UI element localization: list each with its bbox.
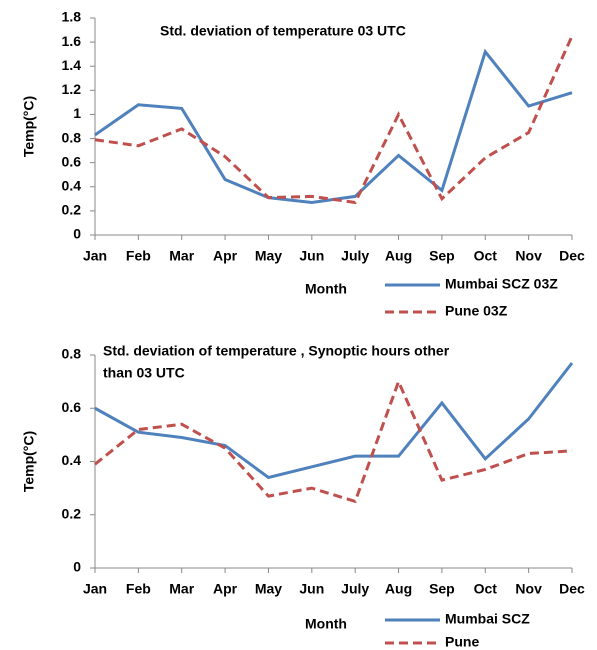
x-tick-label: Oct: [474, 248, 498, 264]
y-tick-label: 1.6: [62, 33, 82, 49]
y-tick-label: 0.4: [62, 452, 82, 468]
x-tick-label: Mar: [169, 248, 194, 264]
x-tick-label: Nov: [515, 581, 542, 597]
x-tick-label: Dec: [559, 248, 585, 264]
series-line: [94, 35, 574, 205]
x-tick-label: Aug: [385, 248, 412, 264]
chart-title: than 03 UTC: [103, 365, 185, 381]
legend-label: Pune: [445, 634, 479, 650]
legend-label: Pune 03Z: [445, 303, 508, 319]
x-tick-label: July: [341, 581, 369, 597]
x-tick-label: Oct: [474, 581, 498, 597]
x-tick-label: Jun: [299, 581, 324, 597]
x-tick-label: Mar: [169, 581, 194, 597]
chart-title: Std. deviation of temperature , Synoptic…: [103, 343, 450, 359]
y-tick-label: 0.2: [62, 505, 82, 521]
x-tick-label: Aug: [385, 581, 412, 597]
x-tick-label: Jun: [299, 248, 324, 264]
y-tick-label: 0.2: [62, 202, 82, 218]
y-axis-title: Temp(°C): [21, 431, 37, 492]
y-tick-label: 0.6: [62, 399, 82, 415]
x-tick-label: Sep: [429, 248, 455, 264]
y-tick-label: 1.4: [62, 57, 82, 73]
x-axis-title: Month: [305, 281, 347, 297]
y-tick-label: 0: [73, 226, 81, 242]
series-line: [94, 362, 574, 480]
chart-title: Std. deviation of temperature 03 UTC: [160, 23, 406, 39]
x-axis-title: Month: [305, 616, 347, 632]
y-tick-label: 0.8: [62, 129, 82, 145]
x-tick-label: Apr: [213, 581, 238, 597]
x-tick-label: Jan: [83, 581, 107, 597]
y-tick-label: 1.2: [62, 81, 82, 97]
x-tick-label: May: [255, 248, 282, 264]
x-tick-label: Apr: [213, 248, 238, 264]
y-tick-label: 0.8: [62, 346, 82, 362]
x-tick-label: Feb: [126, 581, 151, 597]
x-tick-label: Jan: [83, 248, 107, 264]
x-tick-label: Sep: [429, 581, 455, 597]
series-line: [94, 48, 573, 204]
series-line: [94, 377, 573, 504]
y-tick-label: 0.4: [62, 177, 82, 193]
legend-label: Mumbai SCZ: [445, 611, 530, 627]
legend-label: Mumbai SCZ 03Z: [445, 276, 558, 292]
x-tick-label: Dec: [559, 581, 585, 597]
y-axis-title: Temp(°C): [21, 96, 37, 157]
x-tick-label: May: [255, 581, 282, 597]
x-tick-label: July: [341, 248, 369, 264]
x-tick-label: Feb: [126, 248, 151, 264]
y-tick-label: 0.6: [62, 153, 82, 169]
x-tick-label: Nov: [515, 248, 542, 264]
y-tick-label: 1: [73, 105, 81, 121]
y-tick-label: 0: [73, 559, 81, 575]
y-tick-label: 1.8: [62, 9, 82, 25]
